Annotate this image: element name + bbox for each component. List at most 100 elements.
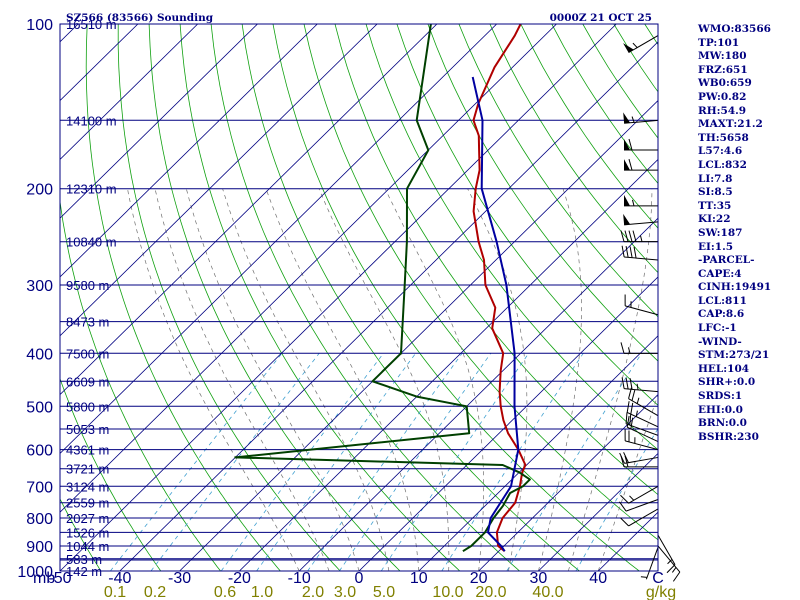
- wind-barb-feather: [623, 452, 629, 463]
- isotherm: [358, 276, 658, 571]
- isotherm: [60, 24, 258, 219]
- wind-barb: [620, 230, 658, 243]
- pressure-label: 1000: [17, 564, 53, 581]
- wind-barb-shaft: [626, 426, 659, 443]
- height-label: 3721 m: [66, 462, 109, 477]
- wind-barb-shaft: [624, 119, 659, 124]
- wind-barb-feather: [624, 455, 629, 467]
- wind-barb: [619, 498, 659, 512]
- pressure-label: 800: [26, 511, 53, 528]
- isotherm: [60, 24, 557, 513]
- height-label: 16510 m: [66, 17, 117, 32]
- wind-barb-feather: [621, 245, 625, 258]
- wind-barb-feather: [625, 412, 628, 424]
- moist-adiabat: [265, 188, 420, 571]
- temperature-tick-label: 30: [530, 570, 548, 587]
- mixing-ratio-label: 2.0: [302, 584, 324, 600]
- wind-barb: [620, 485, 659, 504]
- wind-barb-feather: [628, 387, 632, 399]
- wind-barb-feather: [630, 402, 634, 415]
- index-item: CAP:8.6: [698, 308, 745, 321]
- temperature-tick-label: 20: [470, 570, 488, 587]
- index-item: LCL:832: [698, 158, 747, 171]
- pressure-label: 100: [26, 17, 53, 34]
- temperature-tick-label: 0: [355, 570, 364, 587]
- wind-barb: [621, 377, 659, 393]
- plot-frame: [59, 23, 659, 572]
- parcel-line: [471, 76, 520, 552]
- wind-barb-half-feather: [667, 559, 673, 565]
- isotherm: [60, 24, 318, 278]
- height-label: 8473 m: [66, 315, 109, 330]
- isotherm: [179, 100, 658, 571]
- wind-barb-half-feather: [632, 42, 638, 48]
- wind-barb-feather: [620, 230, 625, 242]
- index-item: RH:54.9: [698, 104, 747, 117]
- wind-barb-half-feather: [628, 347, 631, 354]
- wind-barb: [620, 342, 658, 354]
- wind-barb-feather: [631, 389, 636, 401]
- mixing-ratio-label: 3.0: [334, 584, 356, 600]
- wind-barb-feather: [624, 230, 629, 242]
- wind-barb-shaft: [628, 398, 659, 417]
- temperature-tick-label: 40: [589, 570, 607, 587]
- index-item: WMO:83566: [698, 23, 771, 35]
- index-item: KI:22: [698, 213, 731, 226]
- wind-barb-half-feather: [671, 567, 677, 573]
- wind-barb-shaft: [624, 388, 659, 393]
- wind-barb: [657, 534, 676, 574]
- chart-title: SZ566 (83566) Sounding: [66, 12, 214, 24]
- index-item: SHR+:0.0: [698, 376, 756, 389]
- wind-barb-flag: [623, 112, 631, 124]
- wind-barb-flag: [623, 213, 631, 225]
- wind-barb-feather: [632, 230, 637, 242]
- wind-barb: [624, 429, 659, 451]
- wind-barb-shaft: [628, 508, 659, 527]
- wind-barb-feather: [620, 494, 629, 504]
- temperature-tick-label: -10: [288, 570, 311, 587]
- height-label: 5053 m: [66, 422, 109, 437]
- index-item: PW:0.82: [698, 90, 747, 103]
- pressure-label: 600: [26, 443, 53, 460]
- temperature-tick-label: 10: [410, 570, 428, 587]
- isotherm: [60, 24, 198, 160]
- index-item: EI:1.5: [698, 240, 734, 253]
- wind-barb-half-feather: [640, 235, 643, 242]
- wind-barb-feather: [621, 377, 625, 389]
- isotherm: [119, 41, 658, 571]
- wind-barb-half-feather: [636, 397, 640, 404]
- index-item: WB0:659: [698, 77, 752, 90]
- wind-barb-shaft: [624, 456, 659, 464]
- wind-barb-half-feather: [629, 495, 635, 501]
- index-item: HEL:104: [698, 362, 750, 375]
- mixing-ratio-label: 5.0: [373, 584, 395, 600]
- wind-barb-shaft: [645, 547, 659, 580]
- index-item: SRDS:1: [698, 390, 743, 403]
- mixing-ratio-label: 0.6: [214, 584, 236, 600]
- index-item: BRN:0.0: [698, 417, 747, 430]
- index-item: EHI:0.0: [698, 403, 743, 416]
- wind-barb: [624, 159, 658, 171]
- isotherm: [538, 452, 658, 571]
- index-item: SW:187: [698, 226, 743, 239]
- wind-barb: [628, 387, 659, 417]
- wind-barb-shaft: [626, 411, 659, 428]
- index-item: CAPE:4: [698, 267, 742, 280]
- wind-barb-half-feather: [631, 116, 635, 123]
- index-item: TT:35: [698, 199, 732, 212]
- isotherm: [60, 24, 617, 571]
- height-label: 5800 m: [66, 399, 109, 414]
- pressure-label: 700: [26, 479, 53, 496]
- wind-barb: [624, 194, 658, 207]
- wind-barb-half-feather: [632, 199, 635, 206]
- wind-barb-feather: [620, 455, 625, 467]
- index-item: LI:7.8: [698, 172, 733, 185]
- wind-barb-shaft: [625, 498, 659, 512]
- wind-barb-feather: [619, 501, 627, 512]
- wind-barb-flag: [623, 43, 634, 53]
- height-label: 12310 m: [66, 182, 117, 197]
- height-label: 142 m: [66, 564, 102, 579]
- mixing-ratio-label: 20.0: [475, 584, 506, 600]
- wind-barb-feather: [629, 378, 633, 390]
